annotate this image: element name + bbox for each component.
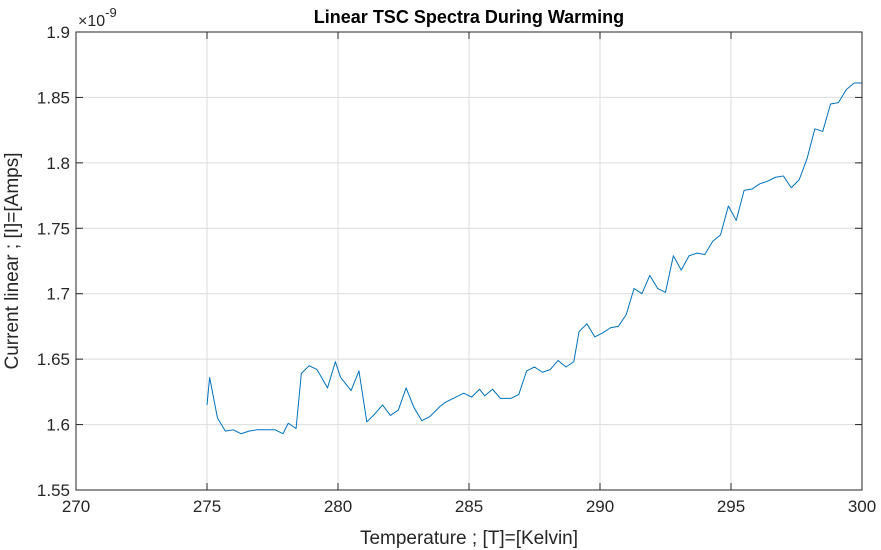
x-axis-label: Temperature ; [T]=[Kelvin] xyxy=(360,528,578,549)
chart-title: Linear TSC Spectra During Warming xyxy=(314,7,624,27)
x-tick-label: 280 xyxy=(324,497,352,516)
x-tick-label: 275 xyxy=(193,497,221,516)
x-tick-label: 270 xyxy=(62,497,90,516)
y-tick-label: 1.85 xyxy=(37,88,70,107)
x-tick-label: 290 xyxy=(586,497,614,516)
y-tick-label: 1.65 xyxy=(37,350,70,369)
y-tick-label: 1.8 xyxy=(46,154,70,173)
y-tick-label: 1.9 xyxy=(46,23,70,42)
axis-ticks xyxy=(75,31,863,491)
tick-labels: 270 275 280 285 290 295 300 1.55 1.6 1.65 1.7 1.75 1… xyxy=(37,23,876,516)
x-tick-label: 300 xyxy=(848,497,876,516)
y-tick-label: 1.75 xyxy=(37,219,70,238)
y-tick-label: 1.55 xyxy=(37,481,70,500)
series-line xyxy=(206,82,862,435)
multiplier-exponent: -9 xyxy=(105,5,117,20)
data-layer xyxy=(206,82,862,435)
y-axis-multiplier: ×10-9 xyxy=(78,5,117,30)
x-tick-label: 295 xyxy=(717,497,745,516)
y-tick-label: 1.6 xyxy=(46,416,70,435)
y-axis-label: Current linear ; [I]=[Amps] xyxy=(2,153,23,370)
y-tick-label: 1.7 xyxy=(46,285,70,304)
multiplier-base: ×10 xyxy=(78,13,105,30)
x-tick-label: 285 xyxy=(455,497,483,516)
